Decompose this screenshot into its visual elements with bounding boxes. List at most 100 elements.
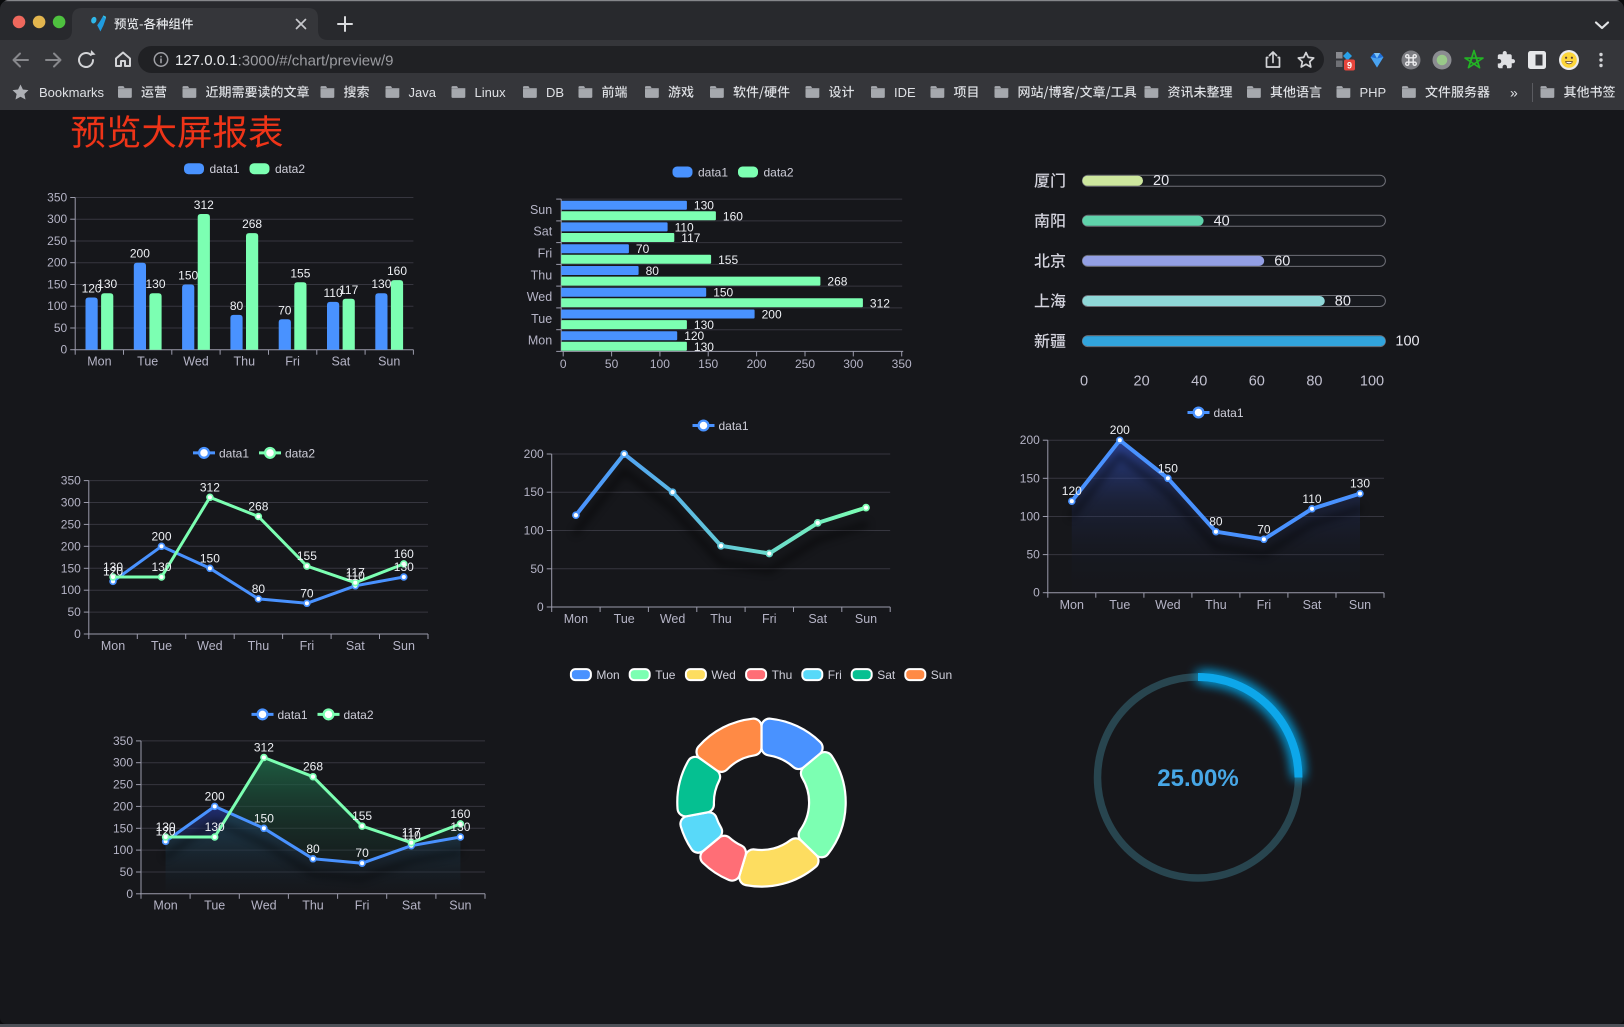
svg-text:Tue: Tue	[531, 312, 552, 326]
svg-text:Mon: Mon	[153, 899, 177, 913]
svg-text:data2: data2	[285, 446, 315, 460]
svg-text:200: 200	[524, 447, 544, 461]
svg-text:70: 70	[300, 586, 314, 600]
svg-text:data1: data1	[698, 166, 728, 180]
svg-text:120: 120	[156, 824, 176, 838]
svg-text:250: 250	[795, 357, 815, 371]
svg-text:80: 80	[1306, 373, 1322, 389]
svg-text:117: 117	[339, 283, 358, 297]
svg-text:155: 155	[718, 253, 738, 267]
svg-text:312: 312	[870, 296, 890, 310]
svg-text:155: 155	[352, 809, 372, 823]
svg-text:312: 312	[194, 198, 214, 212]
svg-text:117: 117	[681, 231, 700, 245]
svg-text:60: 60	[1249, 373, 1265, 389]
svg-text:Thu: Thu	[302, 899, 324, 913]
svg-text:0: 0	[560, 357, 567, 371]
svg-text:100: 100	[1020, 510, 1040, 524]
svg-text:80: 80	[1335, 294, 1351, 310]
svg-text:130: 130	[450, 820, 470, 834]
svg-text:100: 100	[113, 843, 133, 857]
svg-text:Thu: Thu	[248, 639, 270, 653]
svg-text:Mon: Mon	[528, 334, 552, 348]
svg-text:117: 117	[346, 566, 365, 580]
svg-text:Tue: Tue	[204, 899, 225, 913]
svg-text:110: 110	[402, 829, 421, 843]
svg-text:Fri: Fri	[828, 668, 842, 682]
svg-text:80: 80	[646, 264, 660, 278]
svg-text:80: 80	[252, 582, 266, 596]
svg-text:150: 150	[1020, 471, 1040, 485]
svg-text:Thu: Thu	[772, 668, 793, 682]
svg-text:300: 300	[61, 496, 81, 510]
svg-text:Wed: Wed	[183, 355, 209, 369]
svg-text:150: 150	[61, 561, 81, 575]
svg-text:130: 130	[205, 820, 225, 834]
svg-text:200: 200	[747, 357, 767, 371]
svg-text:Thu: Thu	[531, 268, 553, 282]
svg-text:data1: data1	[719, 419, 749, 433]
svg-text:Fri: Fri	[762, 612, 777, 626]
svg-text:50: 50	[1026, 548, 1040, 562]
svg-text:Sat: Sat	[332, 355, 351, 369]
svg-text:Mon: Mon	[596, 668, 619, 682]
svg-text:130: 130	[694, 340, 714, 354]
svg-text:40: 40	[1214, 213, 1230, 229]
svg-text:Mon: Mon	[87, 355, 111, 369]
svg-text:Wed: Wed	[711, 668, 735, 682]
svg-text:110: 110	[1302, 492, 1321, 506]
svg-text:Sun: Sun	[378, 355, 400, 369]
svg-text:268: 268	[303, 760, 323, 774]
svg-text:data1: data1	[1214, 406, 1244, 420]
svg-text:9: 9	[1347, 60, 1352, 70]
svg-text:150: 150	[713, 286, 733, 300]
svg-text:150: 150	[178, 269, 198, 283]
svg-text:350: 350	[892, 357, 912, 371]
svg-text:120: 120	[1062, 484, 1082, 498]
svg-text:350: 350	[61, 474, 81, 488]
svg-text:Linux: Linux	[475, 85, 507, 100]
svg-text:300: 300	[47, 212, 67, 226]
svg-text:data2: data2	[275, 162, 305, 176]
svg-text:Sun: Sun	[1349, 598, 1371, 612]
svg-text:200: 200	[1020, 433, 1040, 447]
svg-text:Tue: Tue	[655, 668, 676, 682]
svg-text:110: 110	[346, 569, 365, 583]
svg-text:Sun: Sun	[393, 639, 415, 653]
svg-text:Sun: Sun	[931, 668, 952, 682]
svg-text:300: 300	[113, 756, 133, 770]
svg-text:250: 250	[61, 517, 81, 531]
svg-text:250: 250	[113, 778, 133, 792]
svg-text:Wed: Wed	[527, 290, 553, 304]
svg-text:Wed: Wed	[251, 899, 277, 913]
svg-text:0: 0	[1033, 586, 1040, 600]
svg-text:Bookmarks: Bookmarks	[39, 85, 105, 100]
svg-text:data1: data1	[278, 708, 308, 722]
svg-text:0: 0	[1080, 373, 1088, 389]
svg-text:150: 150	[1158, 461, 1178, 475]
svg-text:200: 200	[113, 799, 133, 813]
svg-text:160: 160	[394, 547, 414, 561]
svg-text:Wed: Wed	[660, 612, 686, 626]
svg-text:150: 150	[113, 821, 133, 835]
svg-text:130: 130	[1350, 477, 1370, 491]
svg-text:150: 150	[254, 811, 274, 825]
svg-text:70: 70	[636, 242, 650, 256]
svg-text:150: 150	[200, 551, 220, 565]
svg-text:120: 120	[103, 564, 123, 578]
svg-text:data1: data1	[210, 162, 240, 176]
svg-text:data1: data1	[219, 446, 249, 460]
svg-text:200: 200	[47, 256, 67, 270]
svg-text:100: 100	[1360, 373, 1384, 389]
svg-text:data2: data2	[764, 166, 794, 180]
svg-text:Fri: Fri	[1257, 598, 1272, 612]
svg-text:Sat: Sat	[877, 668, 896, 682]
svg-text:312: 312	[254, 741, 274, 755]
svg-text:250: 250	[47, 234, 67, 248]
svg-text:Tue: Tue	[137, 355, 158, 369]
svg-text:100: 100	[650, 357, 670, 371]
svg-text:100: 100	[1395, 334, 1419, 350]
svg-text:Wed: Wed	[197, 639, 223, 653]
svg-text:Tue: Tue	[1109, 598, 1130, 612]
svg-text:0: 0	[74, 627, 81, 641]
